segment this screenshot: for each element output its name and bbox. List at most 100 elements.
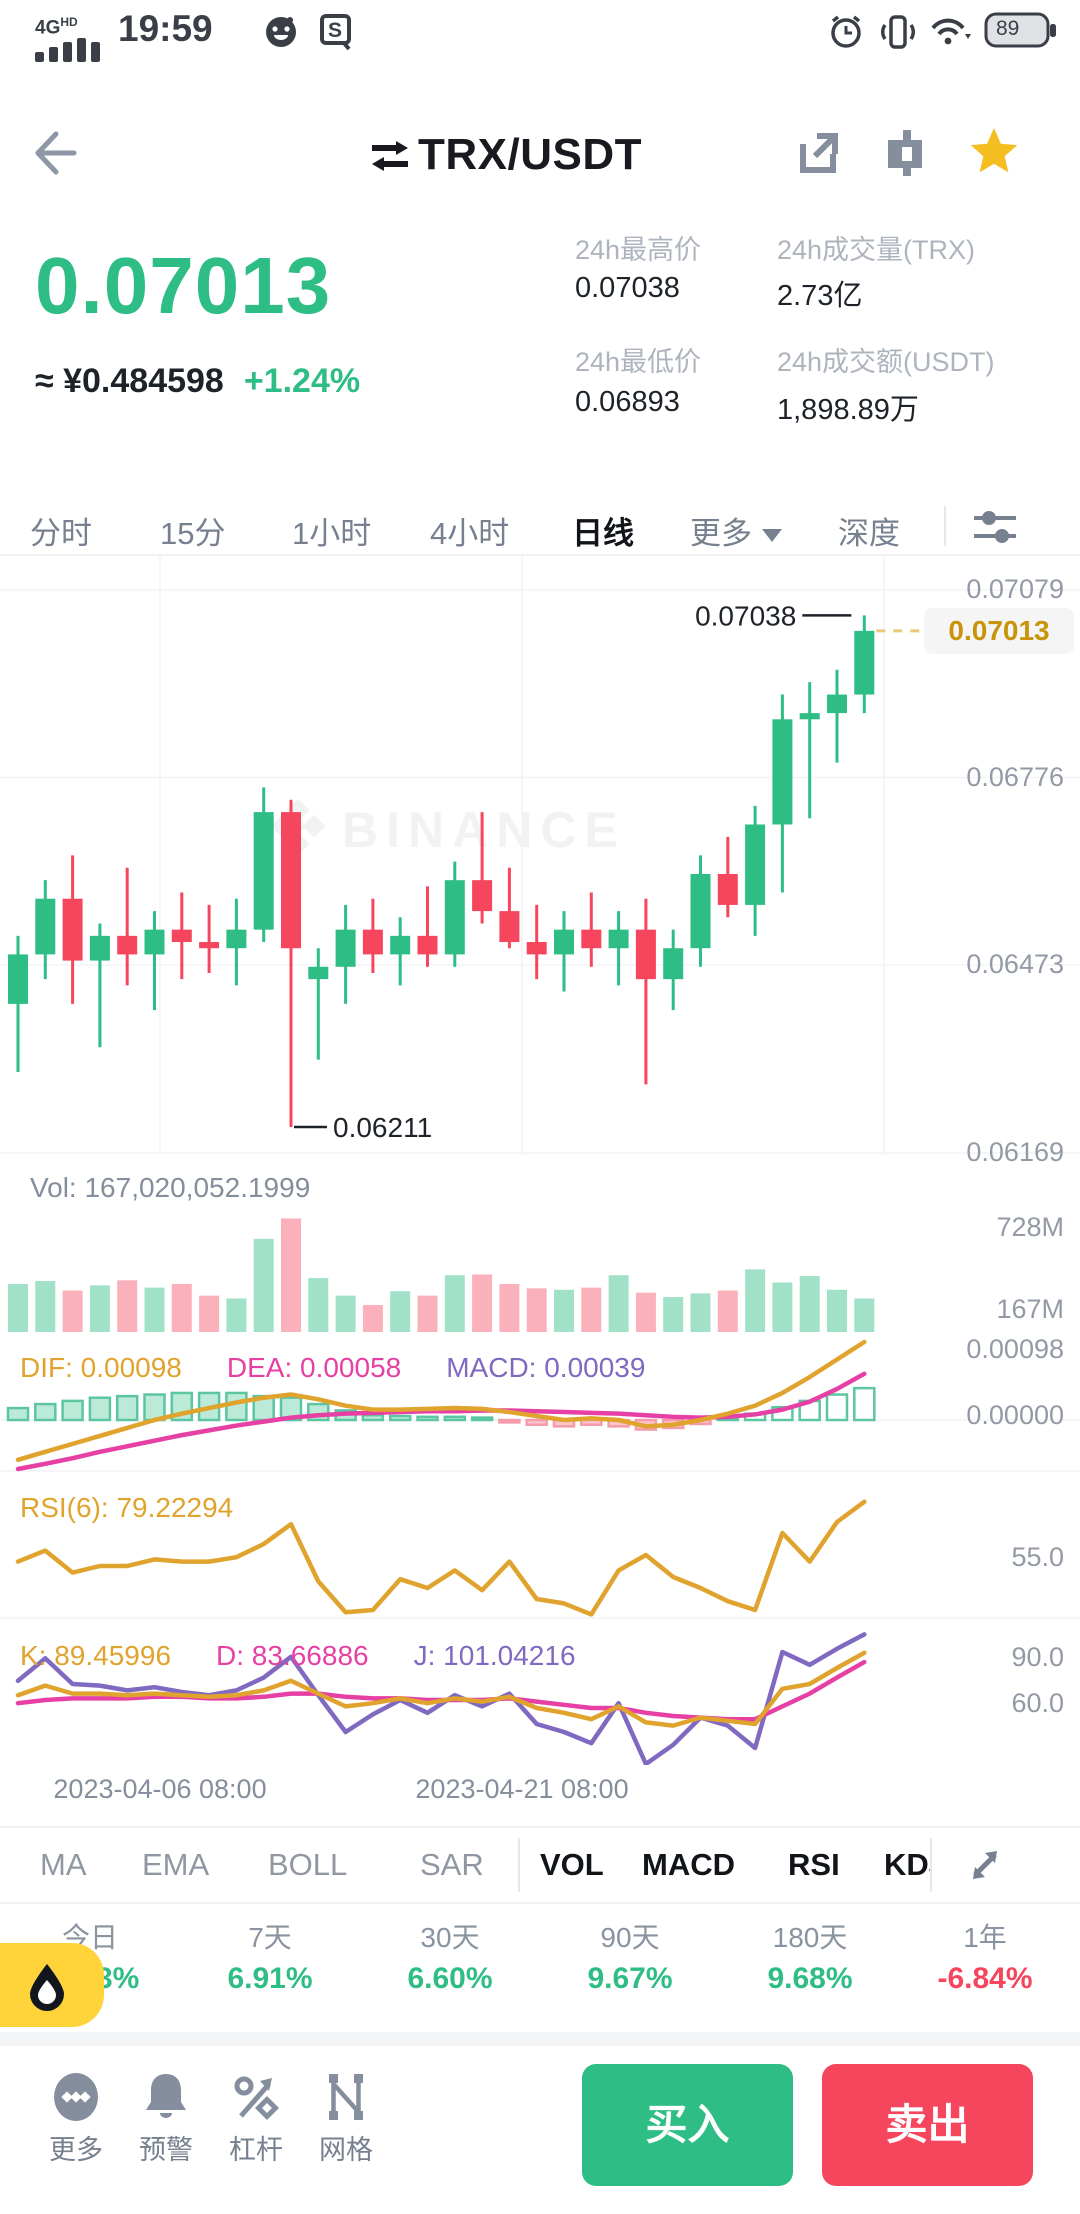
tab-15m[interactable]: 15分: [160, 516, 226, 551]
tab-daily[interactable]: 日线: [572, 516, 634, 551]
stat-quote-volume-label: 24h成交额(USDT): [777, 347, 995, 377]
indicator-tab-rsi[interactable]: RSI: [788, 1847, 840, 1882]
price-axis-label-3: 0.06473: [966, 949, 1064, 979]
leverage-percent-icon: [234, 2076, 280, 2121]
indicator-tab-vol[interactable]: VOL: [540, 1847, 604, 1882]
fiat-and-change: ≈ ¥0.484598 +1.24%: [35, 362, 360, 401]
macd-legend: DIF: 0.00098 DEA: 0.00058 MACD: 0.00039: [20, 1352, 645, 1384]
indicator-divider-1: [518, 1838, 520, 1892]
last-price: 0.07013: [35, 241, 332, 330]
rsi-axis-label: 55.0: [1011, 1542, 1064, 1572]
price-axis-label-1: 0.07079: [966, 574, 1064, 604]
stat-high-label: 24h最高价: [575, 235, 702, 265]
fiat-value: ≈ ¥0.484598: [35, 362, 224, 400]
indicator-tab-sar[interactable]: SAR: [420, 1847, 484, 1882]
chart-settings-icon[interactable]: [972, 506, 1018, 548]
candlestick-chart[interactable]: 0.07038 0.06211: [0, 555, 1080, 1155]
rsi-chart[interactable]: [0, 1470, 1080, 1630]
svg-text:S: S: [328, 19, 342, 42]
perf-today-value: 3%: [96, 1962, 140, 1995]
volume-axis-label-2: 167M: [996, 1294, 1064, 1324]
perf-90d-label: 90天: [600, 1922, 660, 1953]
candle-compare-icon[interactable]: [882, 128, 932, 178]
sell-button[interactable]: 卖出: [822, 2064, 1033, 2186]
grid-bot-icon: [329, 2074, 363, 2120]
svg-text:0.07038: 0.07038: [695, 600, 796, 631]
stat-volume-label: 24h成交量(TRX): [777, 235, 976, 265]
flame-drop-icon: [30, 1964, 64, 2011]
j-value: J: 101.04216: [413, 1640, 576, 1671]
indicator-tab-macd[interactable]: MACD: [642, 1847, 735, 1882]
stat-volume-value: 2.73亿: [777, 280, 863, 312]
stat-quote-volume-value: 1,898.89万: [777, 394, 919, 426]
battery-indicator: 89: [984, 11, 1060, 51]
interval-tab-bar: 分时 15分 1小时 4小时 日线 更多 深度: [0, 500, 1080, 556]
expand-chart-icon[interactable]: [962, 1844, 1008, 1888]
indicator-tab-bar: MA EMA BOLL SAR VOL MACD RSI KDJ: [0, 1826, 1080, 1904]
action-alert[interactable]: 预警: [121, 2072, 211, 2167]
macd-value: MACD: 0.00039: [446, 1352, 646, 1383]
d-value: D: 83.66886: [216, 1640, 369, 1671]
macd-chart[interactable]: [0, 1332, 1080, 1472]
pair-selector[interactable]: TRX/USDT: [370, 130, 642, 180]
macd-axis-label-1: 0.00098: [966, 1334, 1064, 1364]
favorite-star-icon[interactable]: [966, 124, 1022, 180]
app-badge-s-icon: S: [320, 14, 351, 51]
swap-pair-icon: [372, 141, 408, 171]
buy-button[interactable]: 买入: [582, 2064, 793, 2186]
kdj-axis-label-1: 90.0: [1011, 1642, 1064, 1672]
emoji-face-icon: [266, 17, 296, 47]
alarm-clock-icon: [831, 15, 861, 48]
tab-1h[interactable]: 1小时: [292, 516, 372, 551]
share-icon[interactable]: [793, 128, 843, 178]
wifi-icon: [931, 18, 971, 45]
price-axis-label-4: 0.06169: [966, 1137, 1064, 1167]
kdj-chart[interactable]: [0, 1630, 1080, 1765]
tab-bar-divider: [944, 506, 946, 546]
k-value: K: 89.45996: [20, 1640, 172, 1671]
change-24h: +1.24%: [243, 362, 361, 400]
macd-axis-label-2: 0.00000: [966, 1400, 1064, 1430]
indicator-tab-ema[interactable]: EMA: [142, 1847, 210, 1882]
indicator-tab-boll[interactable]: BOLL: [268, 1847, 348, 1882]
more-ellipsis-icon: [54, 2073, 98, 2121]
volume-label: Vol: 167,020,052.1999: [30, 1172, 311, 1203]
perf-180d-label: 180天: [772, 1922, 848, 1953]
tab-more-dropdown[interactable]: 更多: [690, 508, 782, 553]
stat-high-value: 0.07038: [575, 272, 680, 304]
perf-180d-value: 9.68%: [767, 1962, 853, 1995]
perf-1y-value: -6.84%: [937, 1962, 1033, 1995]
indicator-tab-kdj[interactable]: KDJ: [884, 1847, 930, 1882]
kdj-legend: K: 89.45996 D: 83.66886 J: 101.04216: [20, 1640, 576, 1672]
action-leverage[interactable]: 杠杆: [211, 2072, 301, 2167]
back-arrow-icon[interactable]: [30, 128, 80, 178]
pair-title: TRX/USDT: [418, 130, 642, 179]
tab-depth[interactable]: 深度: [838, 516, 900, 551]
sub-indicator-group: VOL MACD RSI KDJ: [520, 1828, 930, 1902]
svg-text:0.06211: 0.06211: [333, 1112, 432, 1143]
bell-icon: [146, 2074, 186, 2118]
volume-axis-label-1: 728M: [996, 1212, 1064, 1242]
clock-time: 19:59: [118, 8, 213, 49]
price-axis-label-2: 0.06776: [966, 762, 1064, 792]
perf-7d-value: 6.91%: [227, 1962, 313, 1995]
tab-timeline[interactable]: 分时: [30, 516, 92, 551]
x-axis-tick-1: 2023-04-06 08:00: [53, 1774, 267, 1804]
perf-30d-value: 6.60%: [407, 1962, 493, 1995]
network-type-label: 4GHD: [35, 15, 78, 39]
rsi-value: RSI(6): 79.22294: [20, 1492, 234, 1523]
signal-strength-icon: 4GHD: [35, 14, 101, 63]
action-more[interactable]: 更多: [31, 2072, 121, 2167]
stat-low-value: 0.06893: [575, 386, 680, 418]
perf-7d-label: 7天: [248, 1922, 292, 1953]
volume-chart[interactable]: [0, 1160, 1080, 1335]
vibrate-mode-icon: [881, 15, 915, 49]
kdj-axis-label-2: 60.0: [1011, 1688, 1064, 1718]
perf-1y-label: 1年: [963, 1922, 1007, 1953]
chevron-down-icon: [762, 529, 782, 543]
x-axis-tick-2: 2023-04-21 08:00: [415, 1774, 629, 1804]
tab-4h[interactable]: 4小时: [430, 516, 510, 551]
indicator-tab-ma[interactable]: MA: [40, 1847, 87, 1882]
action-grid[interactable]: 网格: [301, 2072, 391, 2167]
